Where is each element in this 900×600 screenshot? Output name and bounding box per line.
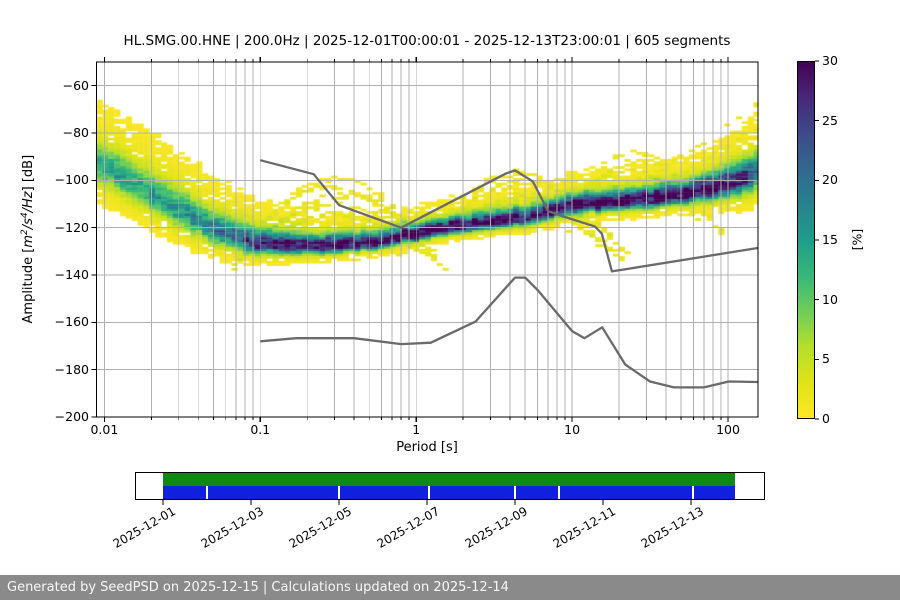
- low-noise-model-line: [260, 276, 758, 389]
- footer-text: Generated by SeedPSD on 2025-12-15 | Cal…: [7, 580, 509, 595]
- high-noise-model-line: [260, 159, 758, 273]
- plot-spines: [95, 61, 759, 418]
- footer-bar: Generated by SeedPSD on 2025-12-15 | Cal…: [0, 575, 900, 600]
